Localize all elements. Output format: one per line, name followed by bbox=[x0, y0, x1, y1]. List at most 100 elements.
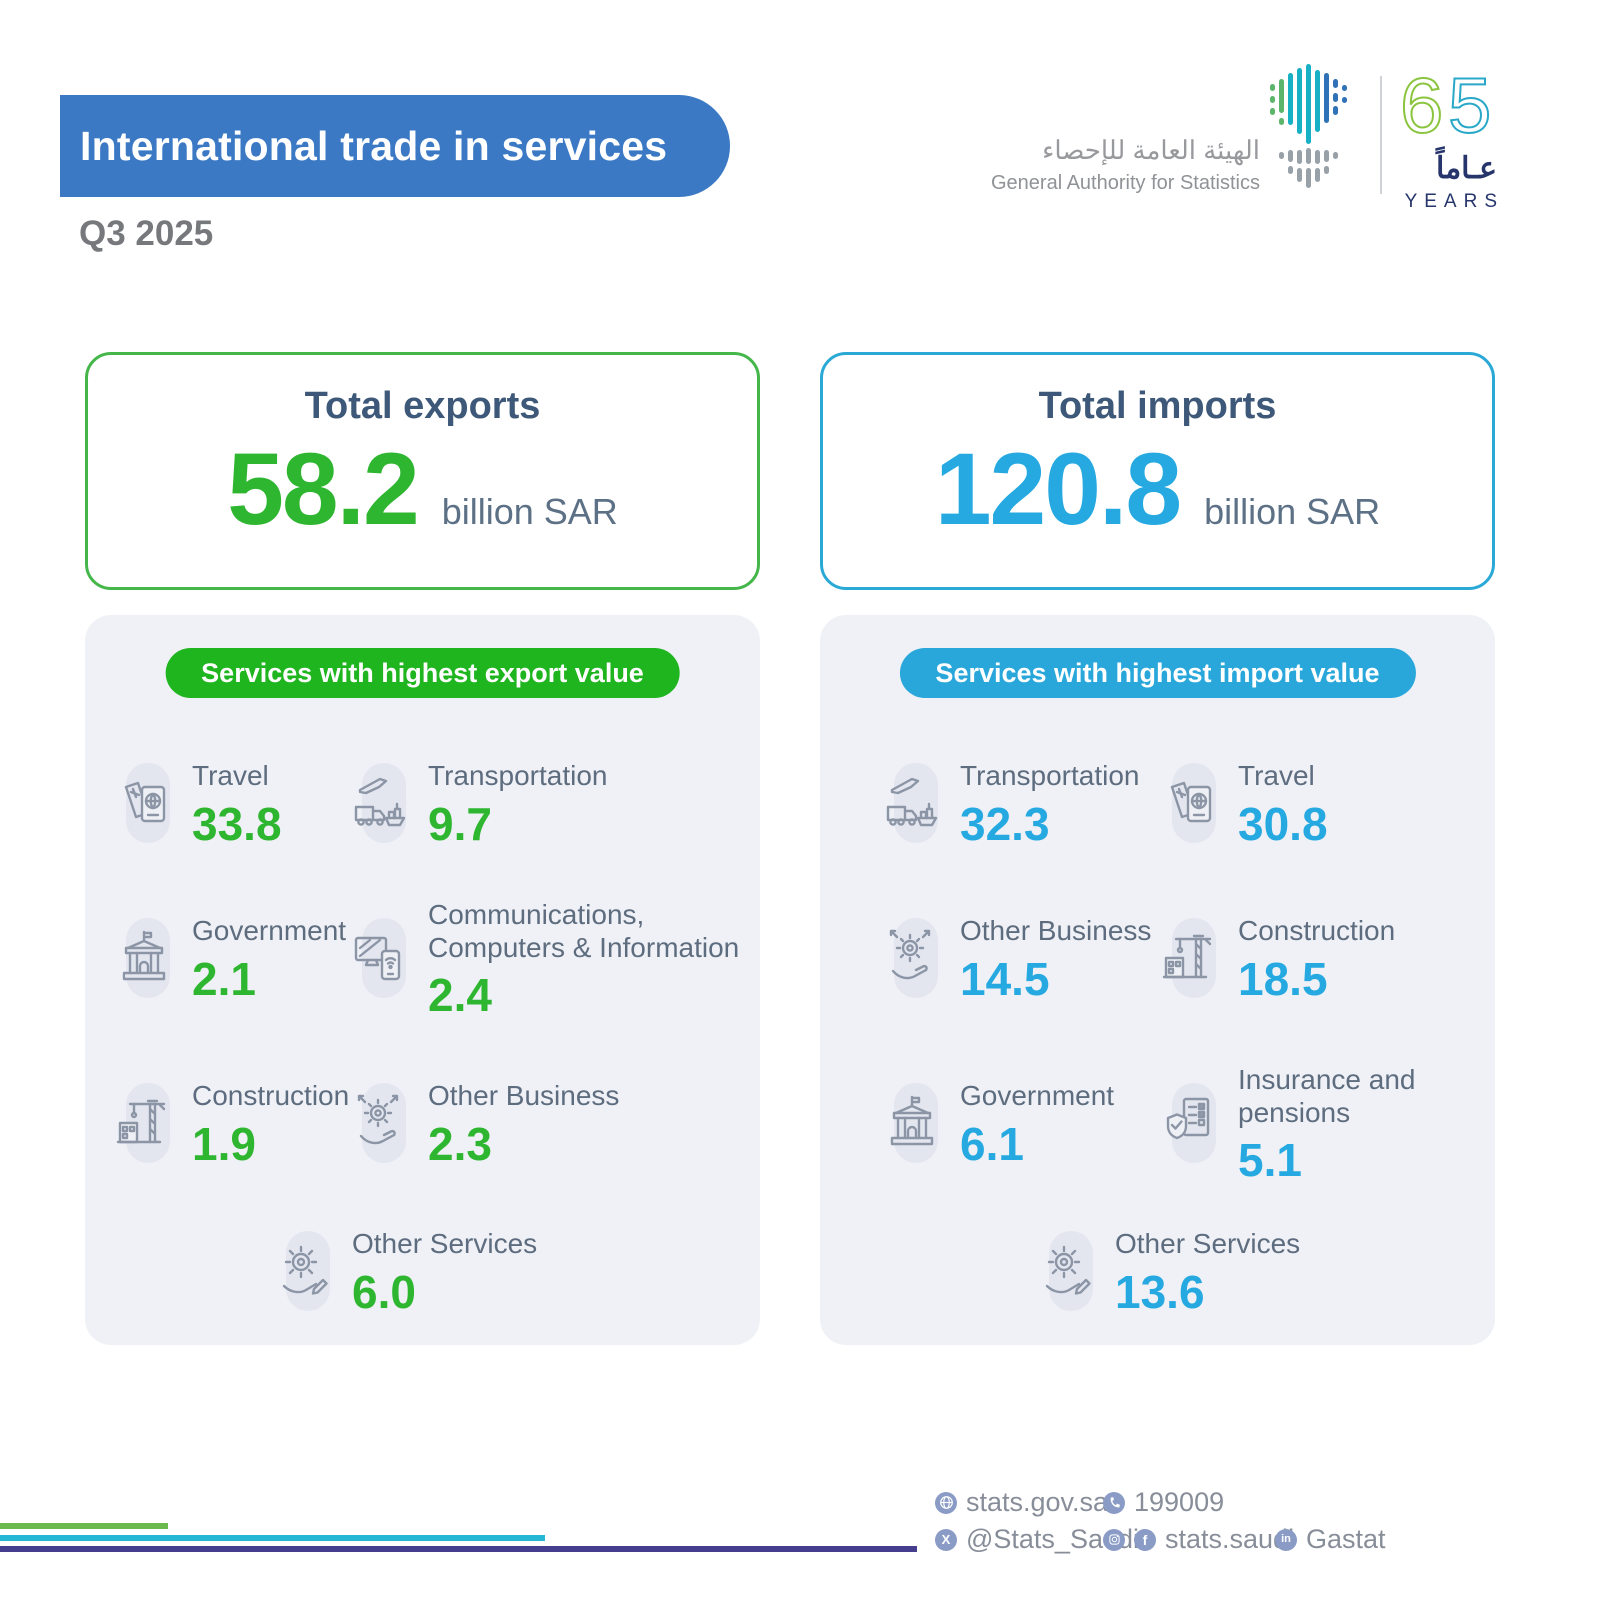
export-item-travel: Travel 33.8 bbox=[112, 748, 282, 858]
footer-phone-text: 199009 bbox=[1134, 1487, 1225, 1517]
footer-phone[interactable]: 199009 bbox=[1103, 1487, 1224, 1518]
page-title: International trade in services bbox=[80, 122, 668, 169]
icon-wrap bbox=[348, 1077, 414, 1169]
footer-social-link[interactable]: f stats.saudi bbox=[1103, 1524, 1294, 1555]
anniversary-digit-6: 6 bbox=[1400, 66, 1443, 144]
icon-wrap bbox=[1158, 1077, 1224, 1169]
footer-linkedin-text: Gastat bbox=[1306, 1524, 1386, 1554]
service-label: Other Services bbox=[1115, 1228, 1301, 1260]
government-icon bbox=[880, 1091, 944, 1155]
import-item-government: Government 6.1 bbox=[880, 1068, 1114, 1178]
icon-blob bbox=[362, 763, 406, 843]
other-business-icon bbox=[348, 1091, 412, 1155]
service-value: 6.1 bbox=[960, 1117, 1024, 1170]
import-item-travel: Travel 30.8 bbox=[1158, 748, 1328, 858]
footer-social-handle-text: stats.saudi bbox=[1165, 1524, 1295, 1554]
service-label: Transportation bbox=[960, 760, 1140, 792]
service-value: 32.3 bbox=[960, 797, 1050, 850]
exports-panel-heading: Services with highest export value bbox=[165, 648, 680, 698]
service-value: 2.1 bbox=[192, 952, 256, 1005]
other-business-icon bbox=[880, 926, 944, 990]
anniversary-word-english: YEARS bbox=[1404, 191, 1504, 212]
service-value: 2.3 bbox=[428, 1117, 492, 1170]
export-item-construction: Construction 1.9 bbox=[112, 1068, 349, 1178]
service-value: 1.9 bbox=[192, 1117, 256, 1170]
icon-wrap bbox=[1035, 1225, 1101, 1317]
service-label: Travel bbox=[192, 760, 269, 792]
total-imports-card: Total imports 120.8 billion SAR bbox=[820, 352, 1495, 590]
icon-blob bbox=[894, 1083, 938, 1163]
icon-wrap bbox=[272, 1225, 338, 1317]
anniversary-word-arabic: عـاماً bbox=[1435, 152, 1497, 185]
travel-icon bbox=[112, 771, 176, 835]
service-value: 5.1 bbox=[1238, 1134, 1302, 1187]
total-imports-value: 120.8 bbox=[934, 432, 1182, 546]
anniversary-digit-5: 5 bbox=[1448, 66, 1491, 144]
icon-wrap bbox=[112, 912, 178, 1004]
other-services-icon bbox=[1035, 1239, 1099, 1303]
imports-panel-heading: Services with highest import value bbox=[899, 648, 1416, 698]
total-imports-unit: billion SAR bbox=[1204, 491, 1381, 532]
icon-wrap bbox=[348, 757, 414, 849]
service-value: 13.6 bbox=[1115, 1265, 1205, 1318]
import-item-transportation: Transportation 32.3 bbox=[880, 748, 1140, 858]
total-exports-title: Total exports bbox=[304, 385, 541, 427]
export-item-transportation: Transportation 9.7 bbox=[348, 748, 608, 858]
service-label: Government bbox=[960, 1080, 1115, 1112]
icon-wrap bbox=[112, 757, 178, 849]
service-label: Communications, Computers & Information bbox=[428, 898, 740, 963]
communications-icon bbox=[348, 926, 412, 990]
icon-wrap bbox=[880, 912, 946, 1004]
anniversary-number: 6 5 bbox=[1399, 60, 1492, 150]
icon-blob bbox=[894, 763, 938, 843]
x-twitter-icon: X bbox=[935, 1528, 957, 1551]
total-exports-unit: billion SAR bbox=[441, 491, 618, 532]
footer-website-text: stats.gov.sa bbox=[966, 1487, 1109, 1517]
anniversary-65-years-logo: 6 5 عـاماً YEARS bbox=[1398, 60, 1497, 213]
icon-wrap bbox=[1158, 757, 1224, 849]
construction-icon bbox=[112, 1091, 176, 1155]
globe-icon bbox=[935, 1491, 957, 1514]
total-exports-card: Total exports 58.2 billion SAR bbox=[85, 352, 760, 590]
icon-wrap bbox=[880, 1077, 946, 1169]
header-banner: International trade in services bbox=[60, 95, 730, 197]
footer-website-link[interactable]: stats.gov.sa bbox=[935, 1487, 1108, 1518]
import-item-other-business: Other Business 14.5 bbox=[880, 903, 1151, 1013]
service-value: 30.8 bbox=[1238, 797, 1328, 850]
service-value: 6.0 bbox=[352, 1265, 416, 1318]
service-value: 33.8 bbox=[192, 797, 282, 850]
icon-wrap bbox=[348, 912, 414, 1004]
other-services-icon bbox=[272, 1239, 336, 1303]
report-period: Q3 2025 bbox=[79, 214, 214, 253]
icon-blob bbox=[126, 918, 170, 998]
decorative-stripe-cyan bbox=[0, 1535, 545, 1541]
export-item-communications: Communications, Computers & Information … bbox=[348, 899, 739, 1018]
service-value: 2.4 bbox=[428, 969, 492, 1022]
icon-wrap bbox=[880, 757, 946, 849]
footer-linkedin-link[interactable]: in Gastat bbox=[1275, 1524, 1386, 1555]
service-label: Travel bbox=[1238, 760, 1315, 792]
phone-icon bbox=[1103, 1491, 1125, 1514]
service-label: Transportation bbox=[428, 760, 608, 792]
government-icon bbox=[112, 926, 176, 990]
transportation-icon bbox=[348, 771, 412, 835]
gastat-palm-bars-logo bbox=[1270, 64, 1347, 188]
export-item-other-services: Other Services 6.0 bbox=[272, 1216, 537, 1326]
service-label: Government bbox=[192, 915, 347, 947]
export-item-other-business: Other Business 2.3 bbox=[348, 1068, 619, 1178]
export-item-government: Government 2.1 bbox=[112, 903, 346, 1013]
facebook-icon: f bbox=[1134, 1528, 1156, 1551]
decorative-stripe-navy bbox=[0, 1546, 917, 1552]
service-label: Construction bbox=[192, 1080, 350, 1112]
org-name-arabic: الهيئة العامة للإحصاء bbox=[1042, 135, 1260, 165]
exports-services-panel: Services with highest export value Trave… bbox=[85, 615, 760, 1345]
construction-icon bbox=[1158, 926, 1222, 990]
insurance-icon bbox=[1158, 1091, 1222, 1155]
import-item-insurance-pensions: Insurance and pensions 5.1 bbox=[1158, 1064, 1415, 1183]
linkedin-icon: in bbox=[1275, 1528, 1297, 1551]
instagram-icon bbox=[1103, 1528, 1125, 1551]
service-value: 18.5 bbox=[1238, 952, 1328, 1005]
decorative-stripe-green bbox=[0, 1523, 168, 1529]
transportation-icon bbox=[880, 771, 944, 835]
service-value: 9.7 bbox=[428, 797, 492, 850]
